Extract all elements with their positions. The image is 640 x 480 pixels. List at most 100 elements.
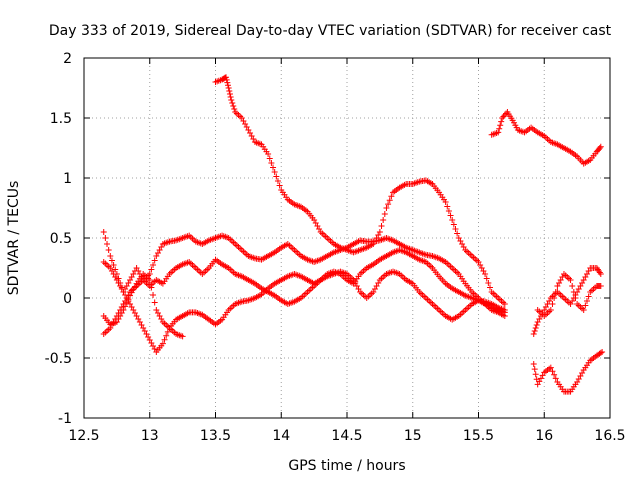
- data-point-marker: [483, 275, 490, 282]
- x-tick-label: 13.5: [200, 428, 231, 444]
- data-point-marker: [547, 307, 554, 313]
- x-tick-label: 16.5: [594, 428, 625, 444]
- data-point-marker: [531, 328, 538, 334]
- data-point-marker: [223, 76, 230, 83]
- data-point-marker: [102, 235, 109, 241]
- data-point-marker: [569, 283, 576, 289]
- data-point-marker: [552, 289, 559, 295]
- data-point-marker: [501, 313, 508, 319]
- data-point-marker: [485, 280, 492, 286]
- data-point-marker: [266, 155, 273, 162]
- data-point-marker: [223, 74, 230, 81]
- data-point-marker: [224, 79, 231, 86]
- data-point-marker: [585, 293, 592, 300]
- data-point-marker: [498, 118, 505, 125]
- data-point-marker: [530, 361, 537, 367]
- data-point-marker: [380, 217, 387, 223]
- y-tick-label: 0: [63, 291, 72, 307]
- data-point-marker: [547, 364, 554, 371]
- data-point-marker: [533, 322, 540, 328]
- data-point-marker: [596, 145, 603, 151]
- data-point-marker: [580, 307, 587, 313]
- data-point-marker: [532, 371, 539, 378]
- data-point-marker: [108, 257, 115, 264]
- x-tick-labels: 12.5 13 13.5 14 14.5 15 15.5 16 16.5: [68, 428, 625, 444]
- data-point-marker: [273, 173, 280, 180]
- data-point-marker: [552, 375, 559, 382]
- data-point-marker: [104, 241, 111, 247]
- data-point-marker: [582, 302, 589, 309]
- data-point-marker: [503, 110, 510, 117]
- data-point-marker: [499, 115, 506, 121]
- data-point-marker: [107, 253, 114, 259]
- plot-frame: [83, 57, 611, 419]
- y-tick-label: -1: [58, 411, 72, 427]
- data-point-marker: [229, 100, 236, 106]
- data-point-marker: [452, 226, 459, 232]
- data-point-marker: [228, 97, 235, 103]
- data-point-marker: [271, 169, 278, 175]
- y-tick-label: -0.5: [45, 351, 72, 367]
- data-point-marker: [482, 271, 489, 277]
- data-point-marker: [125, 296, 132, 303]
- data-point-marker: [450, 221, 457, 228]
- data-point-marker: [100, 229, 107, 235]
- data-point-marker: [265, 151, 272, 157]
- data-point-marker: [597, 143, 604, 150]
- data-point-marker: [105, 247, 112, 253]
- data-point-marker: [378, 223, 385, 229]
- data-point-marker: [226, 88, 233, 94]
- data-point-marker: [549, 368, 556, 375]
- data-point-marker: [227, 94, 234, 100]
- data-point-marker: [487, 284, 494, 291]
- data-point-marker: [551, 371, 558, 378]
- data-point-marker: [381, 211, 388, 217]
- data-point-marker: [225, 85, 232, 91]
- data-point-marker: [224, 82, 231, 89]
- data-point-marker: [449, 217, 456, 223]
- data-point-marker: [230, 103, 237, 109]
- data-point-marker: [120, 307, 127, 313]
- data-point-marker: [501, 301, 508, 307]
- data-point-marker: [151, 257, 158, 264]
- y-tick-labels: -1 -0.5 0 0.5 1 1.5 2: [45, 51, 72, 427]
- data-point-marker: [151, 299, 158, 306]
- x-tick-label: 14: [272, 428, 290, 444]
- x-tick-label: 14.5: [331, 428, 362, 444]
- grid: [84, 58, 610, 418]
- x-axis-label: GPS time / hours: [288, 458, 405, 474]
- data-point-marker: [112, 266, 119, 273]
- data-point-marker: [496, 125, 503, 132]
- data-point-marker: [146, 271, 153, 277]
- x-tick-label: 15.5: [463, 428, 494, 444]
- data-point-marker: [122, 303, 129, 310]
- data-point-marker: [442, 199, 449, 205]
- x-tick-label: 15: [404, 428, 422, 444]
- data-point-marker: [530, 331, 537, 337]
- x-tick-label: 13: [141, 428, 159, 444]
- data-point-marker: [270, 164, 277, 171]
- y-tick-label: 1: [63, 171, 72, 187]
- data-point-marker: [567, 277, 574, 283]
- chart-title: Day 333 of 2019, Sidereal Day-to-day VTE…: [49, 23, 612, 39]
- data-point-marker: [376, 229, 383, 235]
- series-arc-6: [488, 109, 604, 167]
- y-tick-label: 2: [63, 51, 72, 67]
- data-point-marker: [497, 122, 504, 129]
- data-point-marker: [123, 299, 130, 306]
- data-point-marker: [386, 197, 393, 204]
- data-point-marker: [226, 91, 233, 97]
- data-point-marker: [454, 230, 461, 237]
- data-point-marker: [495, 129, 502, 136]
- data-point-marker: [163, 332, 170, 339]
- data-point-marker: [150, 292, 157, 298]
- data-point-marker: [276, 182, 283, 189]
- x-tick-label: 12.5: [68, 428, 99, 444]
- y-tick-label: 1.5: [50, 111, 72, 127]
- data-point-marker: [501, 307, 508, 313]
- data-point-marker: [597, 271, 604, 277]
- data-point-marker: [445, 208, 452, 214]
- x-tick-label: 16: [535, 428, 553, 444]
- series-arc-7: [530, 349, 606, 395]
